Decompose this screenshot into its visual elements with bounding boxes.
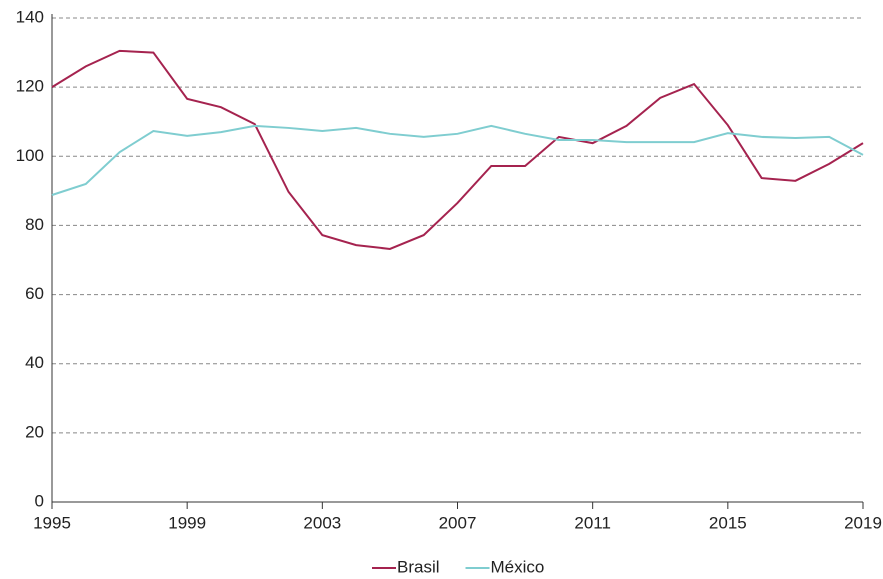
x-tick-label: 1999 [168,513,206,532]
y-tick-label: 60 [25,284,44,303]
series-line [51,49,864,250]
y-tick-label: 120 [16,77,44,96]
series-line [51,124,864,196]
y-tick-label: 140 [16,7,44,26]
x-tick-label: 2003 [303,513,341,532]
y-tick-label: 100 [16,146,44,165]
x-tick-label: 2011 [574,513,611,532]
x-tick-label: 2019 [844,513,882,532]
x-tick-label: 2015 [709,513,747,532]
y-tick-label: 80 [25,215,44,234]
legend-label: México [491,557,545,576]
y-tick-label: 40 [25,353,44,372]
y-tick-label: 0 [35,491,44,510]
y-tick-label: 20 [25,422,44,441]
x-tick-label: 2007 [439,513,477,532]
x-tick-label: 1995 [33,513,71,532]
legend-label: Brasil [397,557,440,576]
